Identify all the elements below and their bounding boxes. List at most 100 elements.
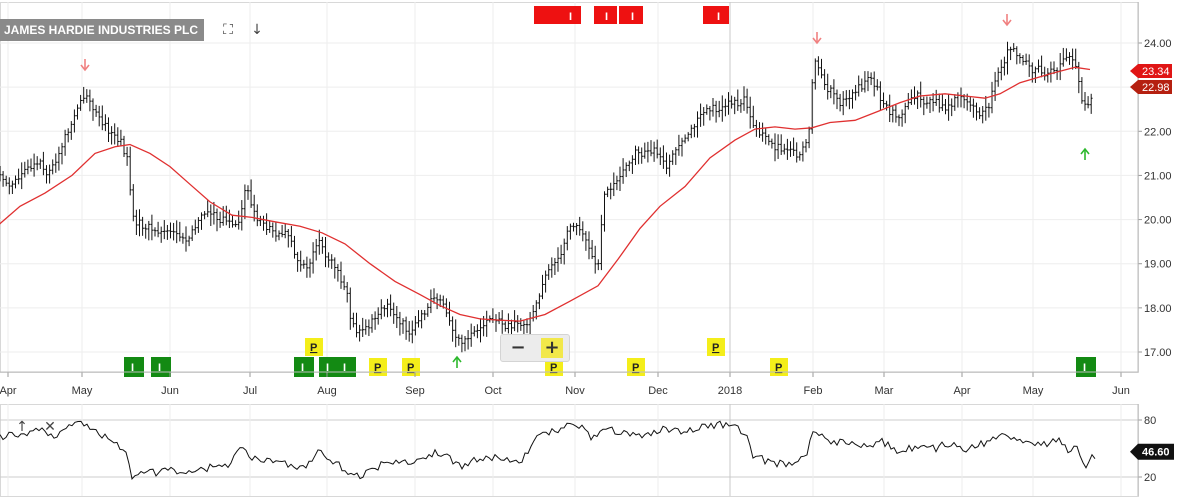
ohlc-bar [910, 89, 913, 106]
red-event-flag [619, 6, 643, 24]
ohlc-bar [197, 217, 200, 233]
ohlc-bar [838, 93, 842, 112]
x-tick-label: Aug [317, 385, 337, 397]
ohlc-bar [125, 146, 129, 166]
ohlc-bar [569, 223, 572, 240]
ohlc-bar [950, 98, 954, 117]
ohlc-bar [627, 160, 631, 172]
ohlc-bar [361, 317, 365, 338]
y-tick-label: 24.00 [1144, 38, 1172, 50]
ohlc-bar [203, 211, 206, 220]
zoom-controls: − + [500, 334, 570, 362]
down-arrow-icon[interactable]: ↓ [251, 22, 263, 38]
ohlc-bar [578, 216, 582, 236]
ohlc-bar [841, 91, 845, 116]
ohlc-bar [565, 226, 569, 251]
ohlc-bar [339, 261, 343, 289]
arrow-up-tool-icon[interactable]: ↑ [16, 419, 28, 435]
ohlc-bar [1018, 53, 1022, 64]
ohlc-bar [32, 153, 36, 177]
ohlc-bar [119, 129, 123, 147]
ohlc-bar [386, 298, 389, 318]
ohlc-bar [782, 143, 786, 155]
ohlc-bar [1080, 77, 1084, 104]
ohlc-bar [485, 310, 489, 337]
ohlc-bar [1040, 55, 1043, 78]
ohlc-bar [352, 312, 355, 328]
ohlc-bar [373, 311, 377, 330]
ohlc-bar [885, 100, 888, 111]
ohlc-bar [662, 145, 665, 169]
yellow-event-flag [707, 338, 725, 356]
ohlc-bar [559, 244, 563, 264]
ohlc-bar [1046, 68, 1050, 83]
ohlc-bar [69, 121, 73, 140]
ohlc-bar [150, 214, 154, 241]
ohlc-bar [1086, 96, 1090, 109]
ohlc-bar [184, 226, 188, 252]
ohlc-bar [305, 256, 309, 278]
green-flag-label: I [343, 362, 346, 374]
ohlc-bar [708, 106, 712, 121]
ohlc-bar [193, 219, 197, 235]
ohlc-bar [634, 145, 637, 166]
red-event-flag [594, 6, 617, 24]
down-arrow-marker [812, 32, 822, 45]
ohlc-bar [1049, 61, 1053, 83]
minus-icon[interactable]: − [510, 337, 526, 358]
ohlc-bar [147, 220, 151, 241]
ohlc-bar [246, 185, 250, 200]
x-tick-label: Dec [648, 385, 668, 397]
ohlc-bar [54, 153, 58, 173]
ohlc-bar [110, 126, 113, 145]
ohlc-bar [395, 306, 399, 329]
ohlc-bar [94, 104, 98, 117]
ohlc-bar [696, 111, 699, 138]
ohlc-bar [655, 139, 659, 159]
ohlc-bar [826, 73, 830, 100]
close-icon[interactable]: ✕ [44, 419, 56, 435]
ohlc-bar [572, 222, 575, 232]
ohlc-bar [550, 257, 554, 278]
ohlc-bar [51, 159, 55, 175]
ohlc-bar [931, 93, 935, 112]
ohlc-bar [981, 106, 985, 124]
ohlc-bar [35, 156, 39, 171]
ohlc-bar [553, 257, 557, 276]
ohlc-bar [968, 96, 972, 112]
ohlc-bar [609, 182, 613, 200]
ohlc-bar [702, 107, 706, 126]
plus-icon[interactable]: + [541, 338, 563, 358]
ohlc-bar [355, 312, 358, 338]
ohlc-bar [286, 229, 290, 248]
ohlc-bar [290, 226, 293, 248]
ohlc-bar [1058, 53, 1062, 81]
ohlc-bar [637, 146, 640, 165]
ohlc-bar [435, 293, 439, 310]
yellow-flag-label: P [632, 362, 639, 374]
ohlc-bar [689, 124, 693, 139]
ohlc-bar [73, 109, 76, 133]
ohlc-bar [556, 247, 560, 272]
ohlc-bar [683, 134, 687, 144]
yellow-event-flag [305, 338, 323, 356]
ohlc-bar [724, 98, 727, 117]
red-flag-label: I [717, 11, 720, 23]
ohlc-bar [321, 236, 324, 254]
ohlc-bar [680, 137, 684, 157]
expand-icon[interactable]: ⛶ [223, 22, 233, 38]
ohlc-bar [466, 330, 470, 350]
ohlc-bar [63, 129, 67, 156]
ohlc-bar [618, 166, 622, 191]
ohlc-bar [367, 319, 371, 337]
ohlc-bar [879, 81, 882, 111]
ohlc-bar [671, 150, 675, 165]
ohlc-bar [0, 166, 2, 182]
oscillator-value-text: 46.60 [1142, 447, 1170, 459]
ohlc-bar [640, 147, 644, 164]
ohlc-bar [314, 238, 318, 261]
ohlc-bar [259, 215, 262, 227]
ohlc-bar [240, 200, 244, 231]
ohlc-bar [432, 288, 436, 304]
